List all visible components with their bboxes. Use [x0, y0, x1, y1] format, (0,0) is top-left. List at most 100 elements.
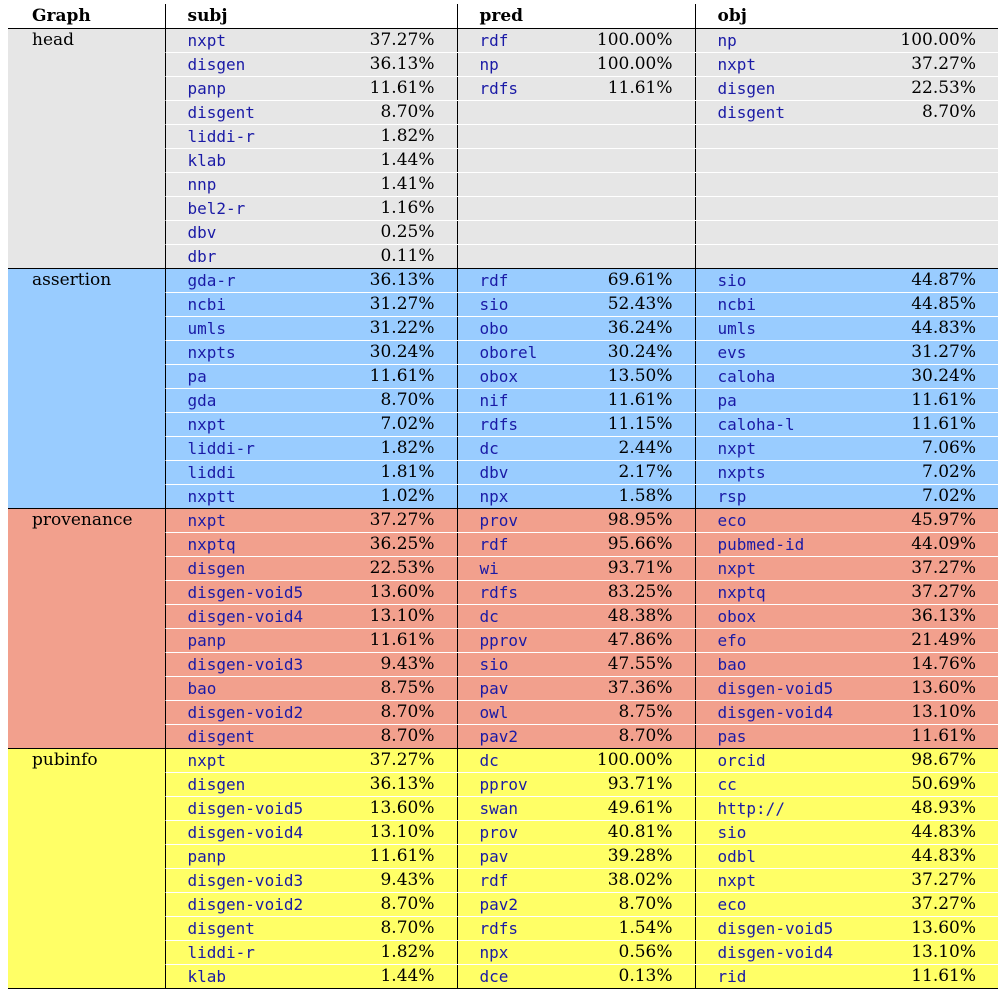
obj-namespace: odbl	[694, 844, 869, 869]
graph-name	[8, 557, 165, 581]
obj-namespace	[694, 244, 869, 269]
obj-percentage	[868, 124, 999, 149]
pred-namespace: rdfs	[456, 76, 585, 101]
subj-percentage: 37.27%	[338, 508, 457, 533]
pred-percentage: 0.13%	[585, 964, 696, 989]
table-row: disgen 22.53% wi 93.71% nxpt 37.27%	[8, 556, 999, 581]
subj-percentage: 1.82%	[338, 124, 457, 149]
subj-percentage: 11.61%	[338, 844, 457, 869]
graph-name: pubinfo	[32, 750, 98, 770]
obj-percentage: 22.53%	[868, 76, 999, 101]
table-row: nxptq 36.25% rdf 95.66% pubmed-id 44.09%	[8, 532, 999, 557]
pred-percentage: 47.55%	[585, 652, 696, 677]
table-row: bel2-r 1.16%	[8, 196, 999, 221]
pred-percentage: 2.44%	[585, 436, 696, 461]
subj-namespace: disgen-void2	[164, 892, 338, 917]
graph-name	[8, 917, 165, 941]
pred-namespace: obo	[456, 316, 585, 341]
obj-namespace: disgen-void4	[694, 940, 869, 965]
obj-namespace: caloha-l	[694, 412, 869, 437]
obj-percentage: 44.09%	[868, 532, 999, 557]
subj-percentage: 8.70%	[338, 916, 457, 941]
subj-namespace: nxpts	[164, 340, 338, 365]
pred-namespace: dc	[456, 436, 585, 461]
pred-percentage: 47.86%	[585, 628, 696, 653]
graph-name	[8, 964, 165, 989]
graph-name	[8, 677, 165, 701]
table-row: disgen 36.13% pprov 93.71% cc 50.69%	[8, 772, 999, 797]
table-row: disgen-void2 8.70% pav2 8.70% eco 37.27%	[8, 892, 999, 917]
subj-namespace: bel2-r	[164, 196, 338, 221]
pred-percentage: 1.58%	[585, 484, 696, 509]
graph-name	[8, 77, 165, 101]
subj-namespace: dbr	[164, 244, 338, 269]
obj-percentage: 21.49%	[868, 628, 999, 653]
table-row: disgen-void3 9.43% sio 47.55% bao 14.76%	[8, 652, 999, 677]
obj-namespace: caloha	[694, 364, 869, 389]
subj-percentage: 8.70%	[338, 700, 457, 725]
obj-namespace: disgent	[694, 100, 869, 125]
pred-percentage	[585, 100, 696, 125]
table-row: liddi-r 1.82% npx 0.56% disgen-void4 13.10%	[8, 940, 999, 965]
graph-name: provenance	[32, 510, 133, 530]
subj-percentage: 31.22%	[338, 316, 457, 341]
table-row: panp 11.61% pav 39.28% odbl 44.83%	[8, 844, 999, 869]
obj-namespace	[694, 220, 869, 245]
graph-name	[8, 701, 165, 725]
obj-percentage: 36.13%	[868, 604, 999, 629]
pred-namespace: oborel	[456, 340, 585, 365]
pred-percentage: 11.61%	[585, 388, 696, 413]
subj-percentage: 1.82%	[338, 940, 457, 965]
obj-namespace: pubmed-id	[694, 532, 869, 557]
subj-percentage: 1.16%	[338, 196, 457, 221]
pred-percentage: 100.00%	[585, 748, 696, 773]
graph-name	[8, 629, 165, 653]
pred-namespace	[456, 148, 585, 173]
header-obj: obj	[694, 4, 999, 29]
obj-namespace	[694, 172, 869, 197]
subj-percentage: 1.41%	[338, 172, 457, 197]
obj-namespace: disgen-void4	[694, 700, 869, 725]
pred-namespace: dc	[456, 604, 585, 629]
subj-percentage: 0.11%	[338, 244, 457, 269]
pred-percentage: 13.50%	[585, 364, 696, 389]
pred-percentage: 2.17%	[585, 460, 696, 485]
subj-percentage: 8.70%	[338, 724, 457, 749]
subj-namespace: panp	[164, 76, 338, 101]
subj-percentage: 30.24%	[338, 340, 457, 365]
subj-percentage: 37.27%	[338, 748, 457, 773]
pred-namespace: swan	[456, 796, 585, 821]
graph-name	[8, 53, 165, 77]
obj-namespace: rsp	[694, 484, 869, 509]
pred-namespace: rdfs	[456, 580, 585, 605]
subj-namespace: dbv	[164, 220, 338, 245]
subj-percentage: 1.44%	[338, 148, 457, 173]
subj-percentage: 9.43%	[338, 868, 457, 893]
pred-percentage	[585, 124, 696, 149]
pred-percentage: 1.54%	[585, 916, 696, 941]
obj-namespace: nxpt	[694, 52, 869, 77]
table-row: head nxpt 37.27% rdf 100.00% np 100.00%	[8, 28, 999, 53]
graph-name	[8, 724, 165, 749]
pred-namespace: pav2	[456, 724, 585, 749]
obj-percentage: 7.02%	[868, 460, 999, 485]
subj-percentage: 36.25%	[338, 532, 457, 557]
table-row: disgent 8.70% disgent 8.70%	[8, 100, 999, 125]
obj-namespace: nxpts	[694, 460, 869, 485]
graph-name	[8, 221, 165, 245]
obj-namespace: ncbi	[694, 292, 869, 317]
subj-namespace: disgen-void5	[164, 580, 338, 605]
pred-percentage: 100.00%	[585, 28, 696, 53]
obj-percentage	[868, 148, 999, 173]
obj-namespace: disgen-void5	[694, 676, 869, 701]
obj-namespace: bao	[694, 652, 869, 677]
obj-percentage: 50.69%	[868, 772, 999, 797]
subj-percentage: 9.43%	[338, 652, 457, 677]
pred-namespace: rdfs	[456, 916, 585, 941]
subj-percentage: 1.82%	[338, 436, 457, 461]
obj-namespace: obox	[694, 604, 869, 629]
subj-percentage: 13.60%	[338, 580, 457, 605]
obj-namespace: efo	[694, 628, 869, 653]
graph-name	[8, 461, 165, 485]
subj-percentage: 11.61%	[338, 76, 457, 101]
